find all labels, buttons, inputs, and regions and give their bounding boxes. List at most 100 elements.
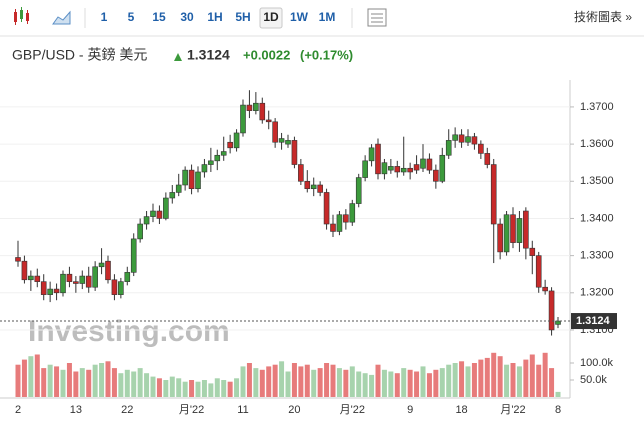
candle-body [497, 223, 503, 253]
volume-bar [28, 356, 34, 397]
candle-body [265, 119, 272, 123]
x-tick-label: 20 [288, 404, 300, 416]
candle-body [92, 266, 98, 288]
x-tick-label: 2 [15, 404, 21, 416]
x-tick-label: 月'22 [500, 404, 525, 416]
volume-bar [375, 364, 381, 397]
candle-body [227, 141, 233, 149]
volume-bar [420, 366, 426, 397]
interval-button[interactable]: 5 [128, 10, 135, 24]
x-tick-label: 22 [121, 404, 133, 416]
candle-body [529, 247, 536, 256]
volume-bar [99, 363, 105, 397]
interval-button[interactable]: 1W [290, 10, 309, 24]
volume-bar [497, 356, 503, 397]
candle-body [439, 154, 446, 182]
volume-bar [452, 363, 458, 397]
interval-button[interactable]: 5H [235, 10, 250, 24]
volume-bar [317, 368, 323, 397]
candle-body [355, 177, 362, 204]
interval-button[interactable]: 1H [207, 10, 222, 24]
candle-body [298, 164, 304, 182]
volume-bar [471, 363, 477, 397]
volume-bar [73, 371, 79, 397]
volume-bar [221, 380, 227, 397]
candle-body [188, 169, 195, 190]
x-tick-label: 月'22 [340, 404, 365, 416]
candle-body [484, 153, 491, 165]
volume-bar [176, 378, 182, 397]
volume-bar [66, 363, 72, 397]
candle-body [323, 192, 330, 225]
area-icon[interactable] [52, 10, 71, 25]
volume-bar [324, 363, 330, 397]
candle-body [310, 184, 317, 190]
y-tick-label: 1.3200 [580, 287, 614, 299]
last-price-label: 1.3124 [576, 315, 611, 327]
candle-body [143, 216, 150, 225]
volume-bar [311, 369, 317, 397]
candle-body [400, 167, 407, 173]
candle-body [214, 154, 221, 162]
volume-bar [536, 364, 542, 397]
candle-body [336, 214, 343, 232]
volume-bar [144, 373, 150, 397]
candle-body [15, 257, 21, 262]
candle-body [175, 184, 182, 193]
volume-bar [298, 366, 304, 397]
grid-icon[interactable] [367, 8, 387, 27]
volume-bar [388, 371, 394, 397]
volume-bar [111, 368, 117, 397]
candle-body [28, 275, 34, 281]
volume-bar [41, 368, 47, 397]
volume-bar [343, 369, 349, 397]
candle-body [465, 136, 471, 143]
volume-bar [195, 381, 201, 397]
interval-button[interactable]: 30 [180, 10, 194, 24]
interval-button[interactable]: 1 [101, 10, 108, 24]
volume-bar [34, 354, 40, 397]
volume-bar [169, 376, 175, 397]
volume-bar [491, 352, 497, 397]
candle-body [201, 164, 208, 173]
volume-bar [336, 368, 342, 397]
candle-body [124, 272, 131, 282]
volume-bar [253, 368, 259, 397]
candle-body [85, 275, 92, 288]
volume-bar [369, 374, 375, 397]
candle-body [381, 162, 388, 175]
candle-body [490, 164, 497, 225]
volume-bar [137, 368, 143, 397]
last-price-tag [571, 313, 617, 330]
volume-bar [279, 361, 285, 397]
candle-body [34, 275, 41, 282]
volume-bar [21, 359, 27, 397]
candle-body [420, 158, 426, 169]
volume-bar [555, 391, 561, 397]
volume-bar [240, 366, 246, 397]
volume-bar [156, 378, 162, 397]
volume-bar [362, 373, 368, 397]
candle-body [349, 203, 356, 223]
volume-bar [15, 364, 21, 397]
interval-button[interactable]: 1D [263, 10, 279, 24]
candle-body [278, 138, 285, 143]
interval-button[interactable]: 15 [152, 10, 166, 24]
candle-body [330, 223, 336, 232]
candle-body [246, 104, 253, 111]
volume-bar [549, 368, 555, 397]
candle-body [21, 260, 28, 281]
volume-bar [86, 369, 92, 397]
candle-body [220, 151, 227, 156]
volume-bar [356, 371, 362, 397]
candle-body [285, 140, 291, 145]
y2-tick-label: 100.0k [580, 357, 614, 369]
volume-bar [439, 368, 445, 397]
advanced-chart-link[interactable]: 技術圖表 » [574, 10, 632, 24]
volume-bar [304, 364, 310, 397]
volume-bar [150, 376, 156, 397]
interval-button[interactable]: 1M [319, 10, 336, 24]
candle-icon[interactable] [14, 7, 29, 25]
volume-bar [523, 359, 529, 397]
candle-body [452, 134, 458, 141]
